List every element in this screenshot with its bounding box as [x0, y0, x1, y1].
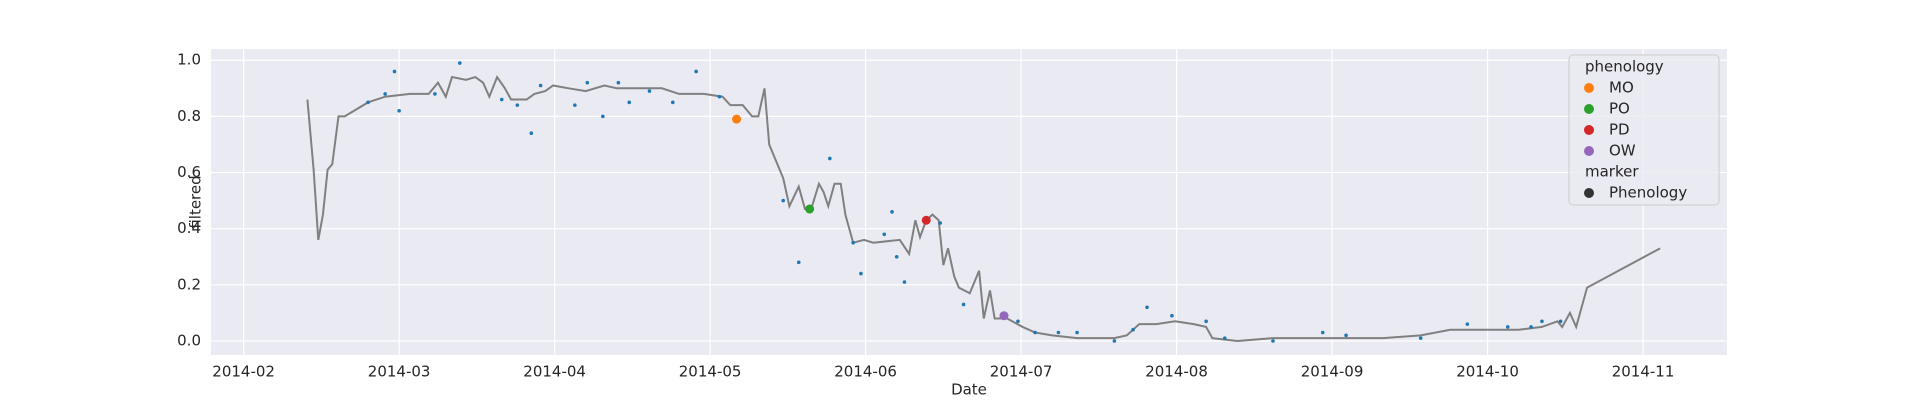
point — [1320, 330, 1325, 335]
point — [647, 89, 652, 93]
x-tick-label: 2014-08 — [1145, 363, 1208, 381]
point — [781, 198, 785, 203]
phenology-point — [805, 204, 815, 214]
phenology-point — [999, 311, 1009, 321]
point — [796, 260, 801, 265]
point — [1540, 319, 1544, 324]
point — [457, 61, 462, 65]
point — [1465, 322, 1470, 326]
x-tick-label: 2014-03 — [368, 363, 431, 381]
point — [1033, 330, 1037, 335]
point — [515, 103, 520, 107]
point — [1271, 339, 1275, 343]
point — [1112, 339, 1117, 343]
legend-title: marker — [1585, 163, 1639, 181]
x-tick-label: 2014-11 — [1612, 363, 1675, 381]
legend-label: PO — [1609, 100, 1630, 118]
point — [1558, 319, 1563, 324]
point — [1344, 333, 1348, 338]
x-tick-label: 2014-04 — [523, 363, 586, 381]
x-tick-label: 2014-07 — [990, 363, 1053, 381]
point — [499, 97, 504, 102]
point — [859, 271, 863, 276]
point — [601, 114, 605, 119]
point — [1170, 313, 1174, 318]
point — [694, 69, 698, 74]
point — [961, 302, 966, 307]
point — [616, 80, 621, 85]
legend-title: phenology — [1585, 58, 1664, 76]
point — [1418, 336, 1423, 340]
point — [1075, 330, 1079, 335]
point — [1056, 330, 1061, 335]
y-tick-label: 0.0 — [177, 331, 201, 349]
point — [1204, 319, 1208, 324]
point — [828, 156, 832, 161]
point — [397, 108, 401, 113]
phenology-point — [732, 114, 742, 124]
x-tick-label: 2014-10 — [1456, 363, 1519, 381]
line — [306, 74, 1661, 342]
legend-label: PD — [1609, 121, 1630, 139]
point — [1016, 319, 1020, 324]
legend-marker — [1584, 146, 1594, 156]
legend-marker — [1584, 83, 1594, 93]
point — [1131, 327, 1135, 332]
point — [851, 240, 855, 245]
point — [882, 232, 887, 237]
point — [1529, 325, 1533, 329]
point — [529, 131, 534, 136]
point — [938, 221, 943, 225]
point — [717, 94, 722, 99]
legend-marker — [1584, 188, 1594, 198]
point — [670, 100, 675, 105]
legend-marker — [1584, 104, 1594, 114]
y-tick-label: 0.6 — [177, 163, 201, 181]
point — [538, 83, 543, 88]
point — [433, 92, 437, 96]
y-tick-label: 1.0 — [177, 51, 201, 69]
point — [1145, 305, 1149, 310]
point — [585, 80, 590, 85]
phenology-point — [921, 215, 931, 225]
legend-label: OW — [1609, 142, 1636, 160]
point — [366, 100, 370, 105]
y-tick-label: 0.2 — [177, 275, 201, 293]
point — [573, 103, 577, 107]
point — [392, 69, 397, 74]
plot-area — [211, 49, 1727, 355]
point — [1222, 336, 1227, 340]
x-tick-label: 2014-02 — [212, 363, 275, 381]
legend-marker — [1584, 125, 1594, 135]
legend-label: Phenology — [1609, 184, 1687, 202]
legend-box — [1568, 54, 1720, 206]
point — [894, 254, 899, 259]
point — [902, 280, 907, 284]
x-tick-label: 2014-09 — [1301, 363, 1364, 381]
point — [1505, 325, 1510, 329]
x-tick-label: 2014-06 — [834, 363, 897, 381]
y-tick-label: 0.4 — [177, 219, 201, 237]
y-axis-label: filtered — [187, 175, 205, 228]
point — [627, 100, 632, 105]
point — [890, 210, 894, 214]
x-axis-label: Date — [951, 381, 987, 399]
point — [383, 92, 387, 96]
y-tick-label: 0.8 — [177, 107, 201, 125]
x-tick-label: 2014-05 — [679, 363, 742, 381]
legend-label: MO — [1609, 79, 1634, 97]
